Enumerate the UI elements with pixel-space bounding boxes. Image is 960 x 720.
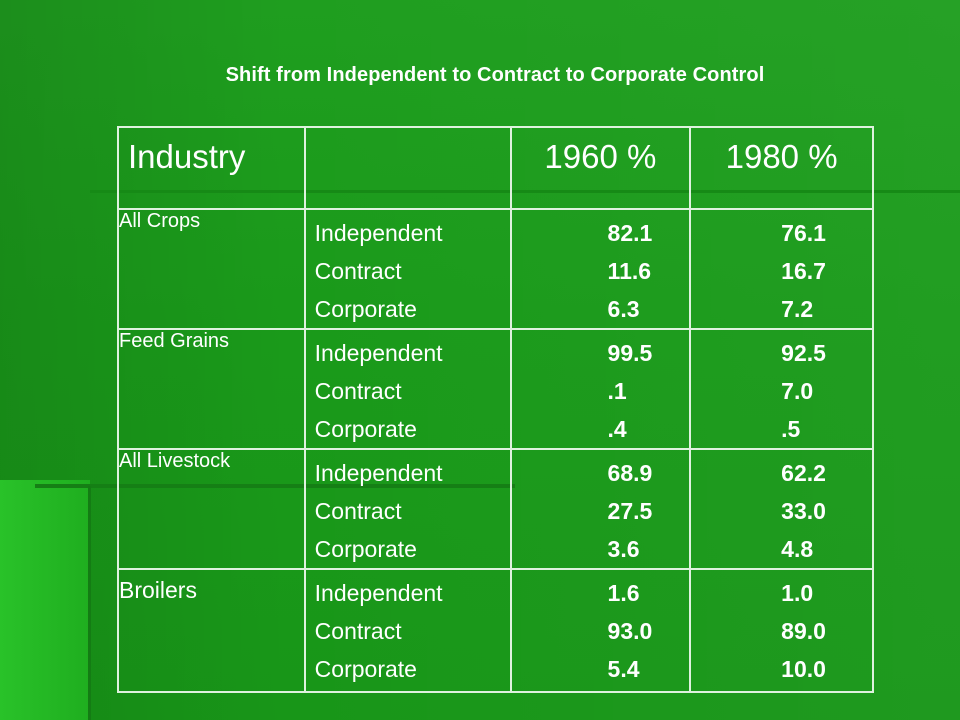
value-1980: 76.1 [781, 220, 826, 246]
control-type-label: Corporate [314, 416, 417, 442]
value-1980: 7.2 [781, 296, 814, 322]
value-1960: 1.6 [607, 580, 640, 606]
control-type-label: Independent [314, 460, 443, 486]
slide-title: Shift from Independent to Contract to Co… [225, 64, 765, 86]
industry-cell: All Crops [117, 208, 306, 330]
value-1980: 7.0 [781, 378, 814, 404]
values-1980-cell: 1.0 89.0 10.0 [689, 568, 874, 693]
header-industry: Industry [117, 126, 306, 210]
values-1960-cell: 82.1 11.6 6.3 [509, 208, 692, 330]
values-1960-cell: 68.9 27.5 3.6 [509, 448, 692, 570]
header-blank [303, 126, 512, 210]
control-type-label: Independent [314, 340, 443, 366]
control-types-cell: Independent Contract Corporate [303, 208, 512, 330]
value-1960: 11.6 [607, 258, 652, 284]
control-type-label: Independent [314, 580, 443, 606]
value-1980: 89.0 [781, 618, 826, 644]
value-1960: .1 [607, 378, 627, 404]
table-row-feed-grains: Feed Grains Independent Contract Corpora… [117, 328, 874, 450]
value-1980: 92.5 [781, 340, 826, 366]
control-type-label: Contract [314, 258, 402, 284]
value-1960: 27.5 [607, 498, 653, 524]
industry-cell: Feed Grains [117, 328, 306, 450]
control-type-label: Contract [314, 498, 402, 524]
value-1980: 33.0 [781, 498, 826, 524]
control-type-label: Corporate [314, 296, 417, 322]
values-1980-cell: 76.1 16.7 7.2 [689, 208, 874, 330]
background-bright-panel [0, 480, 90, 720]
value-1960: 6.3 [607, 296, 640, 322]
control-type-label: Contract [314, 378, 402, 404]
control-types-cell: Independent Contract Corporate [303, 568, 512, 693]
table-header-row: Industry 1960 % 1980 % [117, 126, 874, 210]
value-1980: 4.8 [781, 536, 814, 562]
header-1960: 1960 % [509, 126, 692, 210]
value-1980: 62.2 [781, 460, 826, 486]
value-1980: 1.0 [781, 580, 814, 606]
control-types-cell: Independent Contract Corporate [303, 448, 512, 570]
background-stripe [88, 486, 91, 720]
control-type-label: Contract [314, 618, 402, 644]
values-1960-cell: 1.6 93.0 5.4 [509, 568, 692, 693]
control-type-label: Independent [314, 220, 443, 246]
header-1980: 1980 % [689, 126, 874, 210]
value-1980: 10.0 [781, 656, 826, 682]
value-1960: 82.1 [607, 220, 653, 246]
value-1960: 68.9 [607, 460, 653, 486]
industry-cell: All Livestock [117, 448, 306, 570]
values-1980-cell: 92.5 7.0 .5 [689, 328, 874, 450]
values-1980-cell: 62.2 33.0 4.8 [689, 448, 874, 570]
table-row-all-crops: All Crops Independent Contract Corporate… [117, 208, 874, 330]
control-type-label: Corporate [314, 656, 417, 682]
value-1960: .4 [607, 416, 627, 442]
values-1960-cell: 99.5 .1 .4 [509, 328, 692, 450]
control-shift-table: Industry 1960 % 1980 % All Crops Indepen… [117, 126, 874, 693]
value-1980: 16.7 [781, 258, 826, 284]
industry-cell: Broilers [117, 568, 306, 693]
control-types-cell: Independent Contract Corporate [303, 328, 512, 450]
table-row-all-livestock: All Livestock Independent Contract Corpo… [117, 448, 874, 570]
control-type-label: Corporate [314, 536, 417, 562]
table-row-broilers: Broilers Independent Contract Corporate … [117, 568, 874, 693]
value-1980: .5 [781, 416, 801, 442]
value-1960: 93.0 [607, 618, 653, 644]
value-1960: 99.5 [607, 340, 653, 366]
value-1960: 5.4 [607, 656, 640, 682]
value-1960: 3.6 [607, 536, 640, 562]
